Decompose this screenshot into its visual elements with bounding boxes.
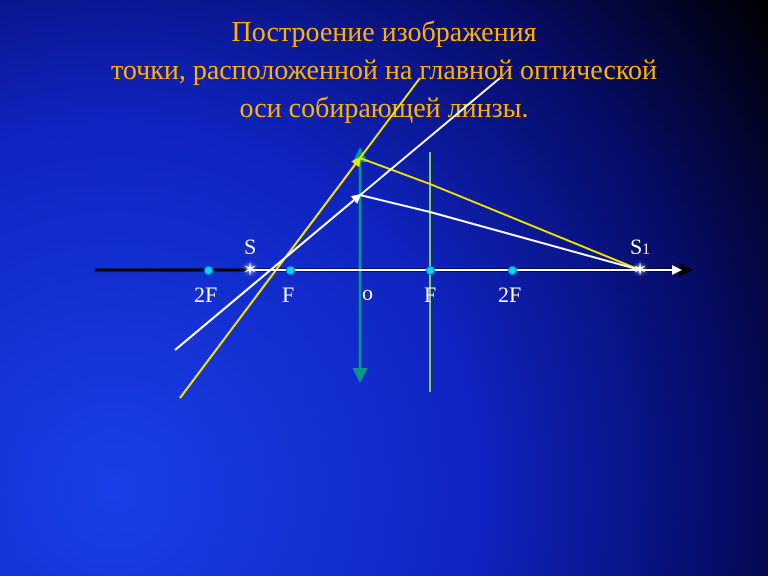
point-star-S1: ✶ <box>632 260 647 281</box>
point-dot-2F2 <box>508 266 517 275</box>
yellow-ray-1-ext-seg0 <box>180 78 420 398</box>
white-ray-1-ext-seg0 <box>175 78 500 350</box>
point-dot-2F1 <box>204 266 213 275</box>
point-label-S: S <box>244 234 256 260</box>
point-label-2F1: 2F <box>194 282 217 308</box>
point-label-S1: S1 <box>630 234 650 260</box>
point-dot-F2 <box>426 266 435 275</box>
point-label-F1: F <box>282 282 294 308</box>
point-star-S: ✶ <box>242 260 257 281</box>
diagram-svg <box>0 0 768 576</box>
point-dot-F1 <box>286 266 295 275</box>
white-ray-1-seg2 <box>430 212 640 270</box>
yellow-ray-1-seg2 <box>430 184 640 270</box>
point-label-O: о <box>362 280 373 306</box>
yellow-ray-1-seg1 <box>360 158 430 184</box>
diagram-stage: Построение изображенияточки, расположенн… <box>0 0 768 576</box>
point-label-F2: F <box>424 282 436 308</box>
point-label-2F2: 2F <box>498 282 521 308</box>
white-ray-1-seg1 <box>360 195 430 212</box>
